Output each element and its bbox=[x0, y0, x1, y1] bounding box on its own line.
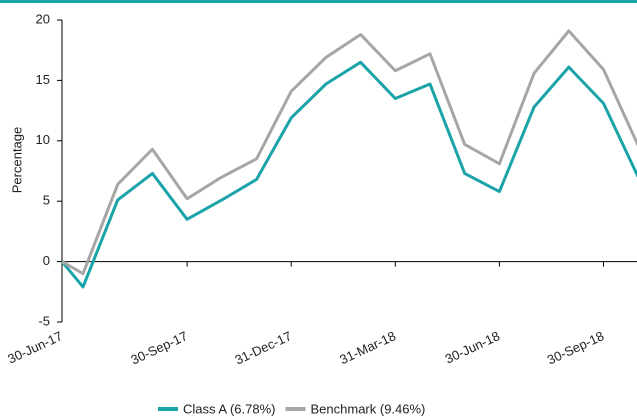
series-line bbox=[61, 29, 637, 276]
x-tick-label: 30-Jun-18 bbox=[443, 328, 502, 366]
x-tick-label: 31-Dec-17 bbox=[233, 328, 294, 367]
y-tick-label: -5 bbox=[38, 313, 50, 328]
y-tick-label: 15 bbox=[36, 72, 50, 87]
y-tick-label: 10 bbox=[36, 132, 50, 147]
x-tick-label: 30-Sep-17 bbox=[128, 328, 189, 367]
y-axis-label: Percentage bbox=[9, 127, 24, 194]
legend-label: Benchmark (9.46%) bbox=[311, 401, 426, 416]
y-tick-label: 0 bbox=[43, 253, 50, 268]
x-tick-label: 30-Jun-17 bbox=[5, 328, 64, 366]
y-tick-label: 5 bbox=[43, 193, 50, 208]
x-tick-label: 30-Sep-18 bbox=[545, 328, 606, 367]
series-line bbox=[60, 60, 637, 289]
y-tick-label: 20 bbox=[36, 11, 50, 26]
top-border bbox=[0, 0, 637, 3]
x-tick-label: 31-Mar-18 bbox=[337, 328, 398, 367]
legend-label: Class A (6.78%) bbox=[183, 401, 276, 416]
